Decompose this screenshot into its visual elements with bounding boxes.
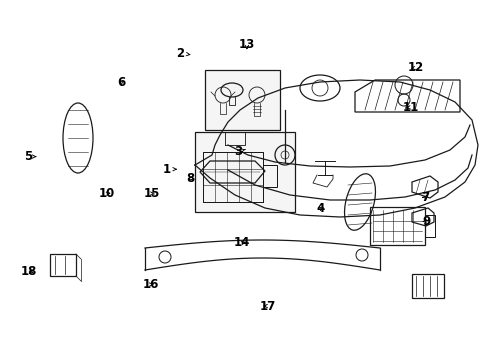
Text: 4: 4 xyxy=(316,202,324,215)
Text: 3: 3 xyxy=(234,145,245,158)
Text: 16: 16 xyxy=(142,278,159,291)
FancyBboxPatch shape xyxy=(204,70,280,130)
FancyBboxPatch shape xyxy=(195,132,294,212)
Text: 15: 15 xyxy=(143,187,160,200)
Text: 10: 10 xyxy=(98,187,115,200)
Text: 17: 17 xyxy=(259,300,276,312)
Text: 7: 7 xyxy=(421,191,428,204)
Text: 9: 9 xyxy=(422,215,429,228)
Text: 18: 18 xyxy=(21,265,38,278)
Text: 11: 11 xyxy=(402,101,418,114)
Text: 1: 1 xyxy=(162,163,176,176)
Text: 12: 12 xyxy=(407,61,423,74)
Text: 13: 13 xyxy=(238,39,255,51)
Text: 5: 5 xyxy=(24,150,36,163)
Text: 6: 6 xyxy=(117,76,125,89)
Text: 8: 8 xyxy=(186,172,194,185)
Text: 2: 2 xyxy=(176,47,189,60)
Text: 14: 14 xyxy=(233,237,250,249)
